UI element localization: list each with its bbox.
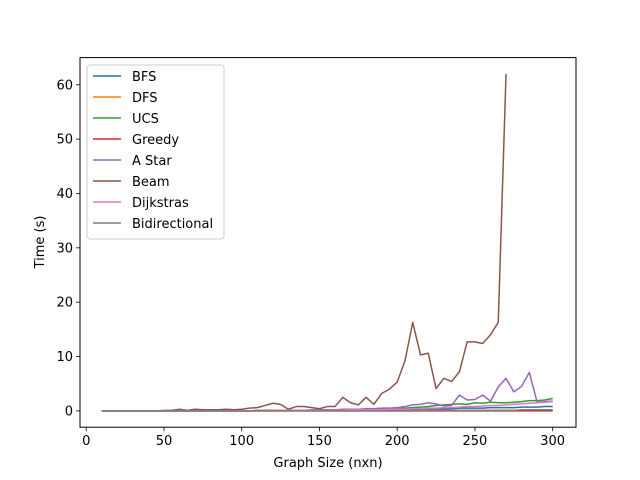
x-axis: 0 50 100 150 200 250 300: [82, 427, 565, 449]
y-tick-label: 50: [56, 133, 73, 148]
series-layer: [101, 73, 553, 412]
x-tick-label: 100: [229, 434, 254, 449]
legend: BFS DFS UCS Greedy A Star Beam Dijkstras Bidire…: [86, 64, 225, 240]
x-axis-label: Graph Size (nxn): [273, 456, 382, 471]
y-axis-label: Time (s): [33, 216, 48, 270]
y-tick-label: 60: [56, 78, 73, 93]
x-tick-label: 200: [385, 434, 410, 449]
legend-label: Greedy: [132, 133, 179, 148]
x-tick-label: 300: [540, 434, 565, 449]
legend-box: [86, 64, 225, 240]
legend-label: BFS: [132, 70, 156, 85]
legend-label: DFS: [132, 91, 158, 106]
series-line-bidirectional: [101, 409, 553, 412]
legend-label: Bidirectional: [132, 217, 213, 232]
y-tick-label: 40: [56, 187, 73, 202]
y-tick-label: 30: [56, 241, 73, 256]
plot-frame: [79, 57, 577, 428]
legend-label: A Star: [132, 154, 172, 169]
x-tick-label: 50: [156, 434, 173, 449]
legend-label: Beam: [132, 175, 170, 190]
x-tick-label: 150: [307, 434, 332, 449]
y-tick-label: 10: [56, 350, 73, 365]
y-tick-label: 0: [65, 404, 73, 419]
y-tick-label: 20: [56, 296, 73, 311]
legend-label: UCS: [132, 112, 159, 127]
y-axis: 0 10 20 30 40 50 60: [56, 78, 80, 419]
x-tick-label: 250: [463, 434, 488, 449]
legend-label: Dijkstras: [132, 196, 189, 211]
x-tick-label: 0: [82, 434, 90, 449]
